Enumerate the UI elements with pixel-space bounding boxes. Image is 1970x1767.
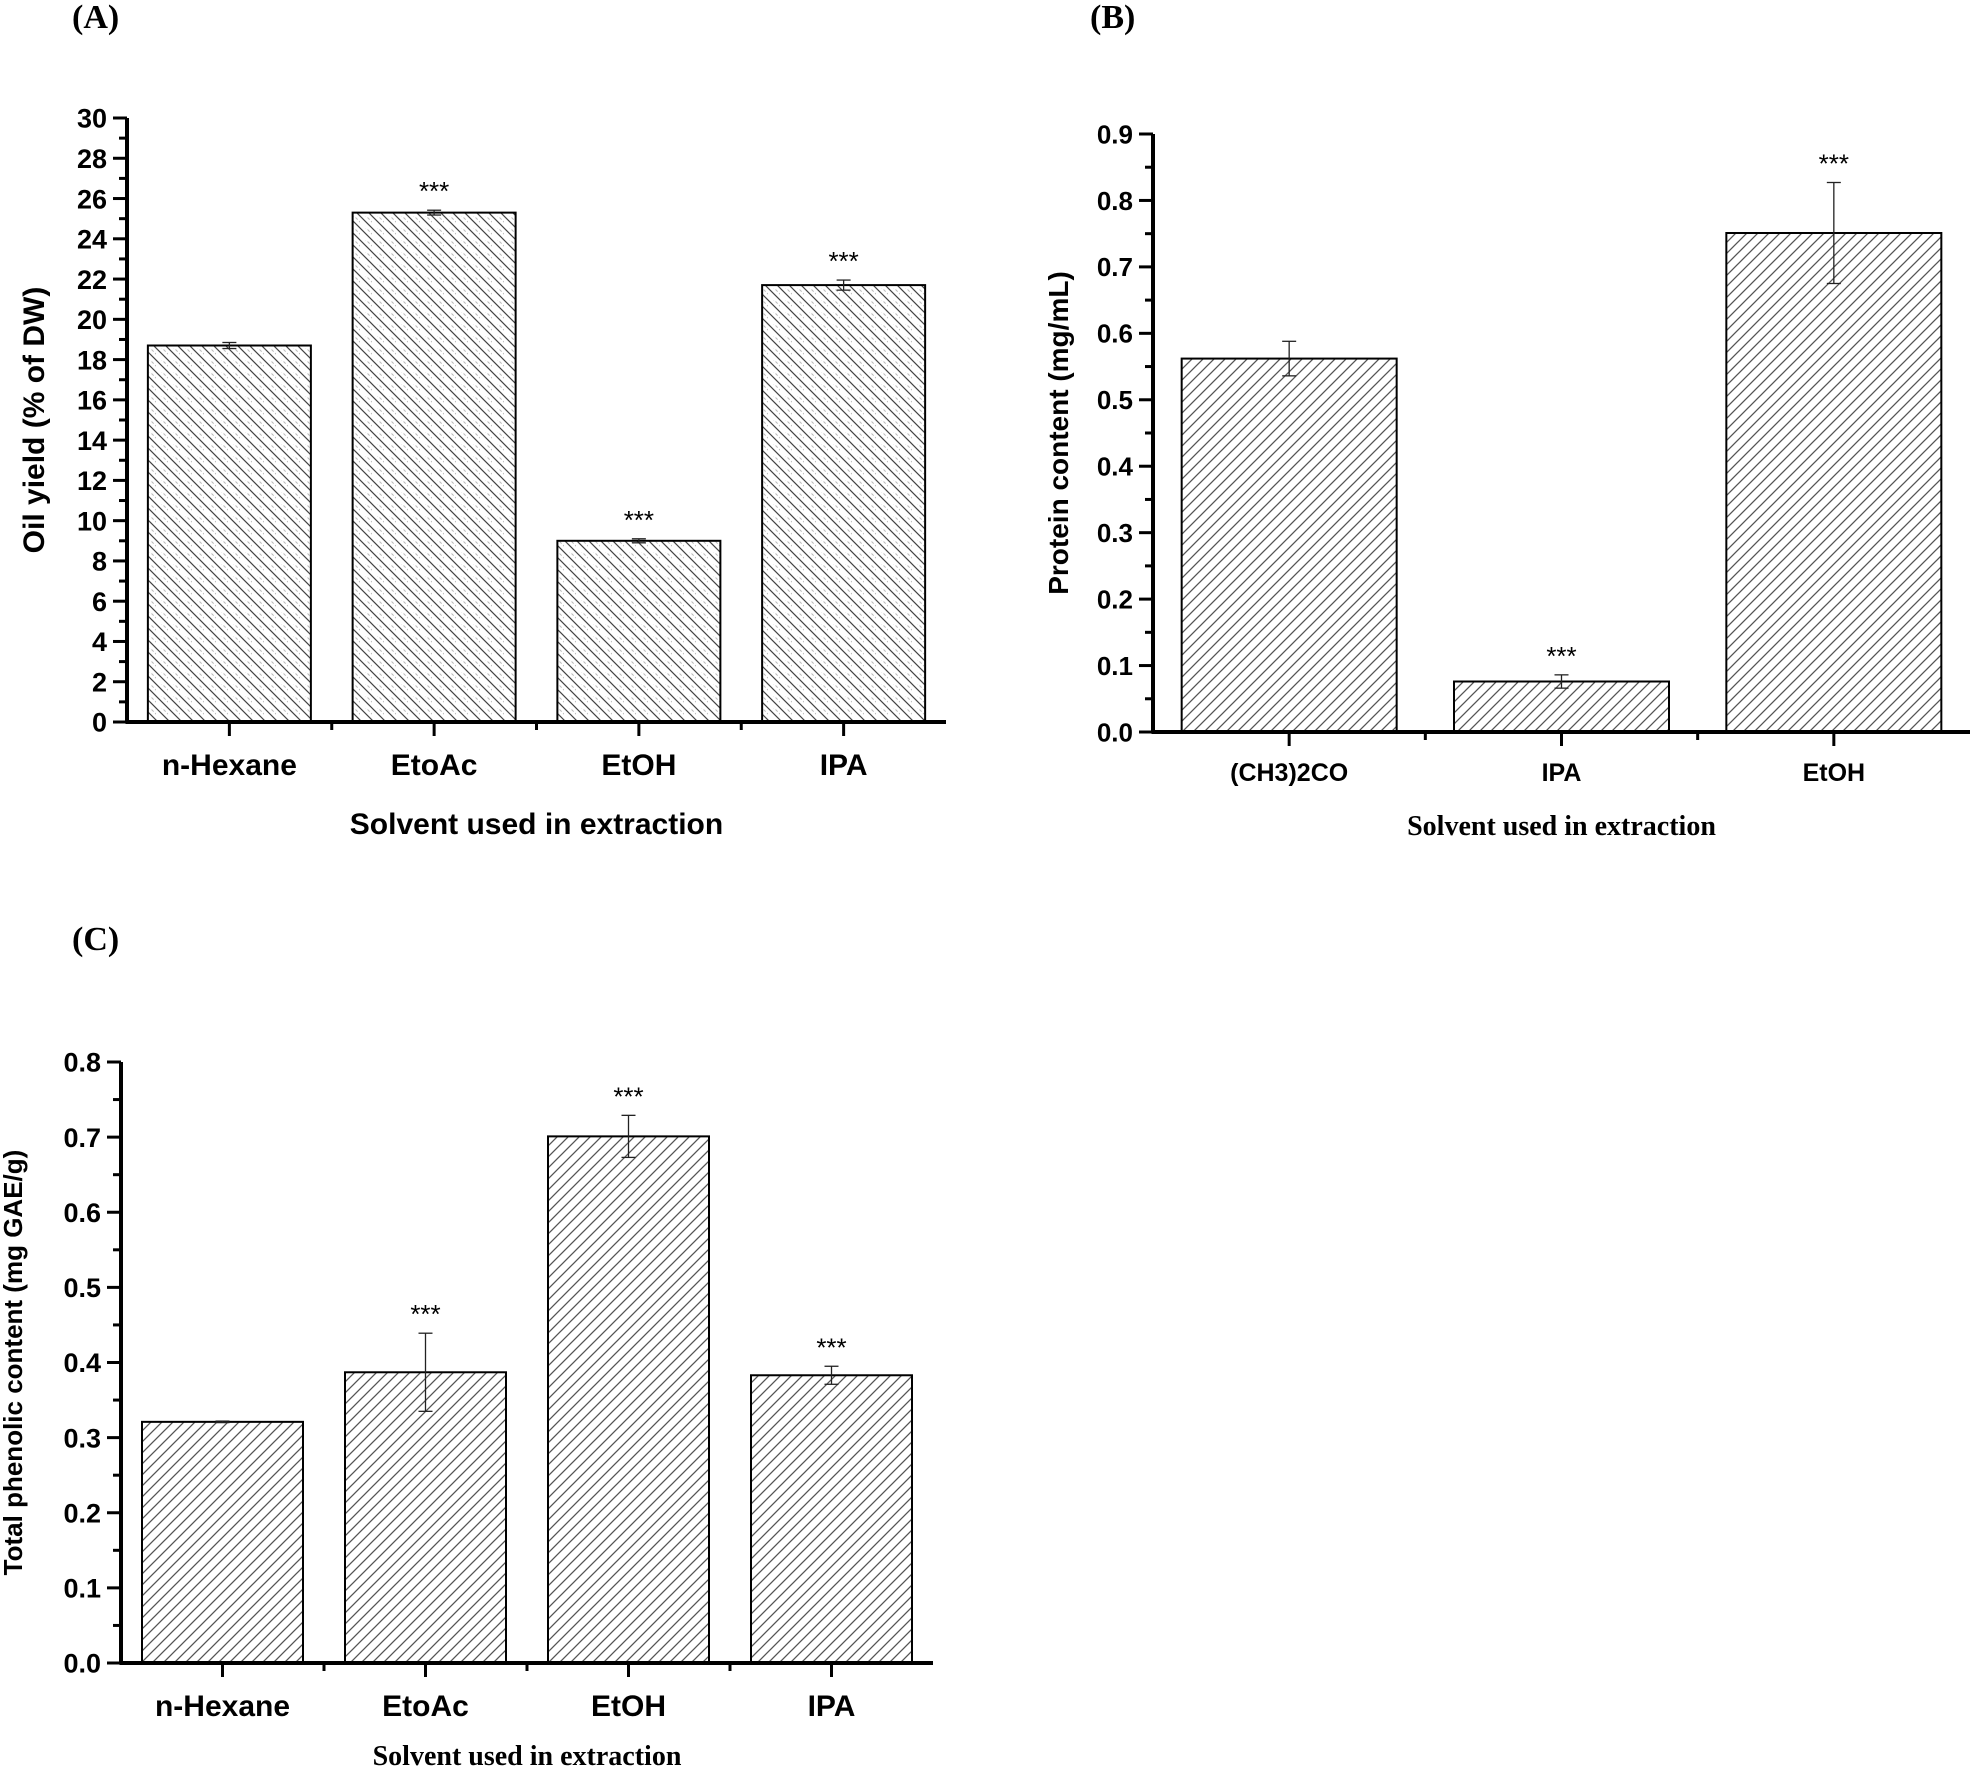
y-tick-label: 0.5 (63, 1273, 101, 1303)
x-axis-title: Solvent used in extraction (1407, 811, 1716, 842)
y-tick-label: 0.2 (1097, 584, 1133, 614)
y-axis-title: Oil yield (% of DW) (18, 287, 51, 554)
significance-label: *** (828, 246, 858, 276)
y-tick-label: 0 (92, 708, 107, 738)
x-tick-label: IPA (808, 1690, 856, 1723)
x-axis-title: Solvent used in extraction (373, 1741, 682, 1767)
y-tick-label: 0.9 (1097, 119, 1133, 149)
y-tick-label: 0.2 (63, 1498, 101, 1528)
significance-label: *** (816, 1332, 846, 1362)
y-tick-label: 0.7 (63, 1123, 101, 1153)
x-tick-label: EtoAc (391, 749, 478, 782)
protein-content-chart: (CH3)2CO *** IPA *** EtOH 0.0 0.1 0.2 0.3 0.4 0.5 0… (1043, 119, 1970, 842)
bar-n-hexane (146, 344, 312, 723)
y-tick-label: 0.6 (1097, 319, 1133, 349)
y-tick-label: 30 (77, 104, 107, 134)
y-tick-label: 0.0 (1097, 717, 1133, 747)
y-tick-label: 8 (92, 547, 107, 577)
bar--ch3-2co (1180, 357, 1398, 733)
x-tick-label: (CH3)2CO (1230, 759, 1348, 787)
y-tick-label: 10 (77, 506, 107, 536)
panel-label-a: (A) (72, 0, 119, 36)
panel-label-b: (B) (1090, 0, 1135, 36)
bar-etoh (547, 1135, 710, 1664)
bar-ipa (750, 1374, 913, 1664)
y-tick-label: 16 (77, 386, 107, 416)
bar-etoh (556, 539, 722, 723)
x-tick-label: EtOH (591, 1690, 666, 1723)
panel-label-c: (C) (72, 921, 119, 958)
x-tick-label: IPA (1542, 759, 1582, 787)
x-tick-label: n-Hexane (155, 1690, 290, 1723)
y-tick-label: 0.3 (1097, 518, 1133, 548)
bar-n-hexane (141, 1420, 304, 1664)
bar-ipa (1453, 680, 1670, 733)
y-tick-label: 20 (77, 305, 107, 335)
significance-label: *** (624, 505, 654, 535)
y-tick-label: 0.7 (1097, 252, 1133, 282)
bar-etoac (344, 1371, 507, 1664)
y-tick-label: 0.8 (63, 1048, 101, 1078)
y-tick-label: 12 (77, 466, 107, 496)
y-tick-label: 18 (77, 345, 107, 375)
significance-label: *** (419, 176, 449, 206)
y-tick-label: 14 (77, 426, 107, 456)
significance-label: *** (1819, 149, 1849, 179)
bar-etoac (351, 211, 517, 723)
bar-ipa (761, 284, 927, 723)
y-tick-label: 0.0 (63, 1649, 101, 1679)
significance-label: *** (1546, 641, 1576, 671)
y-tick-label: 0.1 (1097, 651, 1133, 681)
x-tick-label: EtOH (1803, 759, 1866, 787)
significance-label: *** (410, 1299, 440, 1329)
x-axis-title: Solvent used in extraction (350, 808, 723, 841)
significance-label: *** (613, 1081, 643, 1111)
bar-etoh (1725, 232, 1943, 733)
y-tick-label: 26 (77, 184, 107, 214)
y-tick-label: 0.4 (63, 1348, 101, 1378)
y-tick-label: 28 (77, 144, 107, 174)
y-axis-title: Total phenolic content (mg GAE/g) (0, 1150, 28, 1576)
y-tick-label: 4 (92, 627, 107, 657)
y-tick-label: 2 (92, 667, 107, 697)
y-tick-label: 0.6 (63, 1198, 101, 1228)
y-axis-title: Protein content (mg/mL) (1043, 271, 1074, 595)
y-tick-label: 22 (77, 265, 107, 295)
y-tick-label: 0.1 (63, 1574, 101, 1604)
y-tick-label: 0.3 (63, 1423, 101, 1453)
x-tick-label: n-Hexane (162, 749, 297, 782)
y-tick-label: 24 (77, 225, 107, 255)
y-tick-label: 0.5 (1097, 385, 1133, 415)
x-tick-label: IPA (820, 749, 868, 782)
oil-yield-chart: n-Hexane***EtoAc***EtOH***IPA02468101214… (18, 104, 946, 841)
y-tick-label: 6 (92, 587, 107, 617)
y-tick-label: 0.8 (1097, 186, 1133, 216)
y-tick-label: 0.4 (1097, 452, 1134, 482)
x-tick-label: EtOH (601, 749, 676, 782)
x-tick-label: EtoAc (382, 1690, 469, 1723)
phenolic-content-chart: n-Hexane *** EtoAc *** EtOH *** IPA 0.0 0.1 0.2 0.… (0, 1048, 933, 1767)
